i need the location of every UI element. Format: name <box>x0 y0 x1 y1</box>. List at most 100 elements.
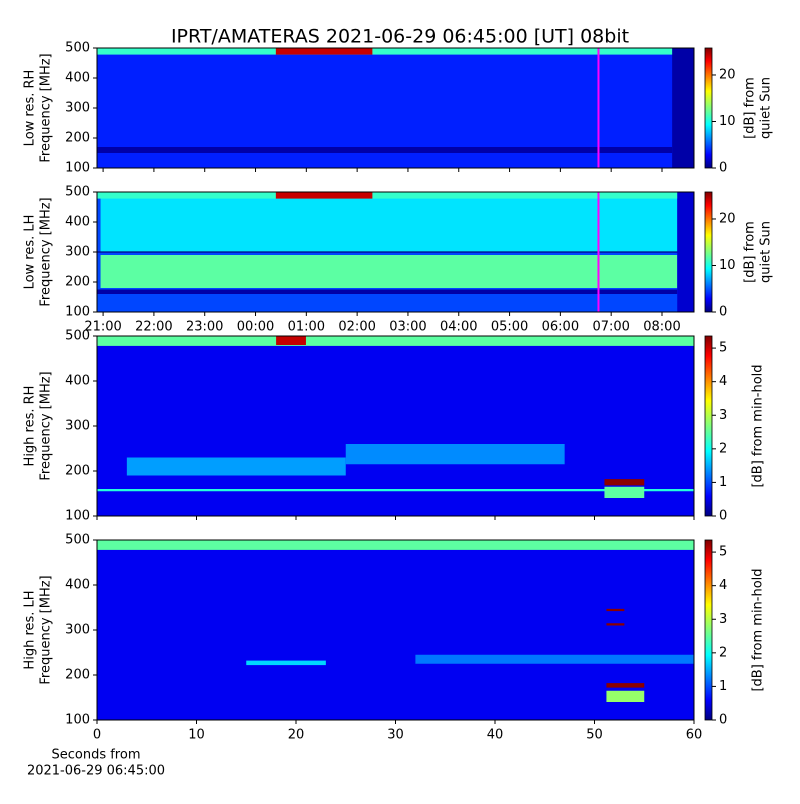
y-axis-label: Frequency [MHz] <box>39 371 54 480</box>
heatmap-cell <box>97 251 694 253</box>
y-tick-label: 400 <box>65 374 90 389</box>
colorbar-label: quiet Sun <box>759 221 774 283</box>
x-tick-label: 03:00 <box>389 320 426 335</box>
heatmap-cell <box>415 654 694 664</box>
colorbar-tick-label: 5 <box>719 341 727 356</box>
y-axis-label: Frequency [MHz] <box>39 197 54 306</box>
y-tick-label: 100 <box>65 305 90 320</box>
figure-title: IPRT/AMATERAS 2021-06-29 06:45:00 [UT] 0… <box>171 26 629 48</box>
colorbar-label: [dB] from <box>743 77 758 139</box>
heatmap-cell <box>100 198 678 252</box>
x-tick-label: 20 <box>288 728 305 743</box>
y-tick-label: 400 <box>65 578 90 593</box>
y-tick-label: 200 <box>65 668 90 683</box>
heatmap-cell <box>276 336 306 345</box>
heatmap-cell <box>97 48 694 55</box>
heatmap-cell <box>97 147 673 153</box>
y-tick-label: 500 <box>65 329 90 344</box>
heatmap-cell <box>672 48 694 168</box>
colorbar-tick-label: 5 <box>719 545 727 560</box>
colorbar <box>704 539 713 721</box>
colorbar <box>704 191 713 313</box>
heatmap-cell <box>606 690 645 702</box>
y-tick-label: 100 <box>65 161 90 176</box>
colorbar-tick-label: 1 <box>719 679 727 694</box>
x-tick-label: 05:00 <box>491 320 528 335</box>
heatmap-cell <box>246 660 326 666</box>
y-axis-label: Frequency [MHz] <box>39 53 54 162</box>
heatmap-cell <box>97 192 694 199</box>
y-tick-label: 100 <box>65 713 90 728</box>
heatmap-cell <box>606 608 625 612</box>
x-tick-label: 0 <box>93 728 101 743</box>
y-axis-label: Frequency [MHz] <box>39 575 54 684</box>
colorbar-tick-label: 0 <box>719 305 727 320</box>
y-tick-label: 500 <box>65 533 90 548</box>
y-tick-label: 400 <box>65 215 90 230</box>
x-tick-label: 50 <box>586 728 603 743</box>
x-tick-label: 02:00 <box>338 320 375 335</box>
y-tick-label: 300 <box>65 101 90 116</box>
x-tick-label: 10 <box>188 728 205 743</box>
colorbar-tick-label: 4 <box>719 578 727 593</box>
x-tick-label: 30 <box>387 728 404 743</box>
x-tick-label: 22:00 <box>135 320 172 335</box>
y-axis-label: Low res. RH <box>23 70 38 147</box>
colorbar-tick-label: 10 <box>719 114 736 129</box>
x-tick-label: 40 <box>487 728 504 743</box>
colorbar-tick-label: 4 <box>719 374 727 389</box>
y-tick-label: 200 <box>65 131 90 146</box>
colorbar-label: [dB] from min-hold <box>751 568 766 691</box>
x-tick-label: 00:00 <box>237 320 274 335</box>
x-tick-label: 23:00 <box>186 320 223 335</box>
heatmap-cell <box>604 479 645 486</box>
colorbar <box>704 335 713 517</box>
y-axis-label: High res. RH <box>23 386 38 467</box>
heatmap-cell <box>97 489 694 492</box>
y-tick-label: 200 <box>65 275 90 290</box>
heatmap-cell <box>100 255 678 288</box>
heatmap-cell <box>275 192 373 199</box>
colorbar-label: [dB] from min-hold <box>751 364 766 487</box>
y-axis-label: High res. LH <box>23 590 38 669</box>
heatmap-cell <box>606 623 625 626</box>
y-tick-label: 400 <box>65 71 90 86</box>
y-tick-label: 300 <box>65 245 90 260</box>
colorbar-tick-label: 20 <box>719 211 736 226</box>
y-tick-label: 300 <box>65 623 90 638</box>
colorbar <box>704 47 713 169</box>
colorbar-tick-label: 20 <box>719 67 736 82</box>
heatmap-cell <box>97 540 694 550</box>
heatmap-cell <box>97 336 694 516</box>
y-tick-label: 200 <box>65 464 90 479</box>
heatmap-cell <box>604 486 645 498</box>
y-axis-label: Low res. LH <box>23 215 38 290</box>
heatmap-cell <box>97 289 678 294</box>
heatmap-cell <box>126 457 346 476</box>
x-tick-label: 04:00 <box>440 320 477 335</box>
colorbar-tick-label: 0 <box>719 713 727 728</box>
x-tick-label: 07:00 <box>592 320 629 335</box>
colorbar-tick-label: 2 <box>719 441 727 456</box>
colorbar-tick-label: 3 <box>719 408 727 423</box>
x-axis-label: 2021-06-29 06:45:00 <box>27 764 165 779</box>
heatmap-cell <box>97 336 694 346</box>
x-tick-label: 01:00 <box>288 320 325 335</box>
heatmap-cell <box>345 444 565 465</box>
colorbar-label: quiet Sun <box>759 77 774 139</box>
x-tick-label: 21:00 <box>84 320 121 335</box>
heatmap-cell <box>275 48 373 55</box>
colorbar-tick-label: 0 <box>719 509 727 524</box>
colorbar-label: [dB] from <box>743 221 758 283</box>
colorbar-tick-label: 2 <box>719 645 727 660</box>
x-tick-label: 60 <box>686 728 703 743</box>
y-tick-label: 100 <box>65 509 90 524</box>
x-tick-label: 08:00 <box>643 320 680 335</box>
y-tick-label: 500 <box>65 185 90 200</box>
heatmap-cell <box>677 192 694 312</box>
x-axis-label: Seconds from <box>51 748 140 763</box>
colorbar-tick-label: 1 <box>719 475 727 490</box>
y-tick-label: 500 <box>65 41 90 56</box>
y-tick-label: 300 <box>65 419 90 434</box>
